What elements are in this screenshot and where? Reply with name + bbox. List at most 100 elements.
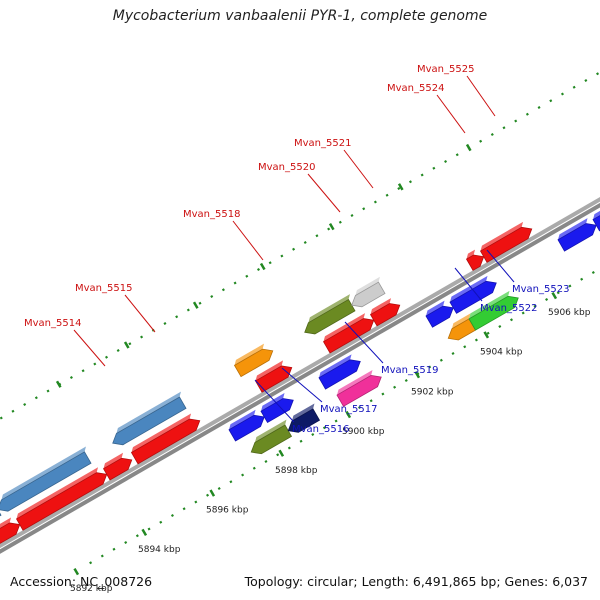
inner-tick-dot [206,493,210,497]
inner-tick-dot [299,439,303,443]
gene-arrow-face [16,467,99,519]
outer-tick-dot [46,389,50,393]
gene-arrow [130,418,201,465]
tick-label: 5902 kbp [411,387,454,397]
outer-tick-dot [280,254,284,258]
outer-tick-dot [432,166,436,170]
outer-tick-dot [198,301,202,305]
inner-tick-dot [463,345,467,349]
inner-tick-dot [509,318,514,322]
gene-arrow [254,365,293,393]
gene-arrow-face [0,517,12,529]
gene-arrow [369,303,401,327]
leader-line [232,220,264,261]
gene-arrow [250,424,293,455]
gene-label: Mvan_5520 [258,162,315,173]
major-tick-mark-outer [328,222,335,231]
tick-label: 5900 kbp [342,427,385,437]
gene-arrow-face [234,343,265,366]
outer-tick-dot [444,160,448,164]
gene-arrow [336,374,382,407]
inner-tick-dot [147,527,151,531]
major-tick-mark [483,331,490,339]
outer-tick-dot [549,99,553,103]
outer-tick-dot [268,261,272,265]
backbone-line-outer [0,197,600,549]
gene-arrow-face [103,452,124,469]
outer-tick-dot [537,106,541,110]
outer-tick-dot [23,403,27,407]
gene-arrow [447,318,477,341]
outer-tick-dot [350,214,354,218]
outer-tick-dot [514,119,518,123]
gene-arrow [449,280,497,314]
gene-arrow [0,512,2,517]
accession-text: Accession: NC_008726 [10,574,153,589]
gene-arrow-face [131,413,192,453]
gene-arrow-face [426,300,445,316]
gene-label: Mvan_5519 [381,365,438,376]
gene-arrow [287,408,321,433]
gene-arrow-face [593,210,600,220]
gene-arrow [425,305,454,328]
inner-tick-dot [89,561,93,565]
outer-tick-dot [256,268,260,272]
leader-line [281,367,323,403]
gene-arrow [228,414,265,442]
gene-arrow-face [355,276,380,296]
major-tick-mark-outer [397,183,404,191]
inner-tick-dot [369,399,373,403]
inner-tick-dot [217,486,221,490]
inner-tick-dot [159,520,163,524]
tick-layer: 5892 kbp 5894 kbp 5896 kbp 5898 kbp 5900 kbp… [0,72,600,594]
gene-arrow-face [480,221,524,252]
major-tick-mark [345,410,352,419]
major-tick-mark-outer [465,143,472,152]
gene-arrow-face [255,360,284,381]
outer-tick-dot [34,396,38,400]
gene-arrow [102,457,133,481]
leader-line [254,379,295,423]
tick-label: 5904 kbp [480,347,523,357]
outer-tick-dot [596,72,600,76]
gene-label: Mvan_5521 [294,138,351,149]
backbone-layer [0,197,600,554]
inner-tick-dot [498,324,502,328]
major-tick-mark [209,489,216,497]
outer-tick-dot [327,227,331,231]
outer-tick-dot [572,85,576,89]
gene-label: Mvan_5516 [292,424,349,435]
outer-tick-dot [69,376,73,380]
leader-line [307,173,341,213]
inner-tick-dot [568,284,572,288]
inner-tick-dot [521,311,525,315]
inner-tick-dot [182,507,186,511]
inner-tick-dot [393,385,397,389]
gene-arrow [351,281,386,308]
outer-tick-dot [221,288,225,292]
gene-arrow-face [254,419,287,443]
gene-label: Mvan_5514 [24,318,81,329]
gene-arrow-face [229,409,256,430]
gene-arrow-face [261,393,285,412]
inner-tick-dot [276,453,280,457]
gene-arrow-face [1,446,86,500]
tick-label: 5906 kbp [548,308,591,318]
gene-arrow-face [558,218,588,240]
gene-arrow [304,298,356,335]
gene-arrow [318,359,361,390]
gene-arrow [0,451,92,512]
gene-arrow-face [450,275,488,303]
gene-layer [0,210,600,544]
gene-arrow [557,223,597,252]
outer-tick-dot [140,335,144,339]
leader-line [454,267,483,302]
outer-tick-dot [128,342,132,346]
gene-label: Mvan_5524 [387,83,444,94]
gene-arrow [465,254,485,271]
leader-line [124,294,156,333]
gene-label: Mvan_5517 [320,404,377,415]
leader-line [486,249,515,283]
inner-tick-dot [100,554,104,558]
inner-tick-dot [112,547,116,551]
